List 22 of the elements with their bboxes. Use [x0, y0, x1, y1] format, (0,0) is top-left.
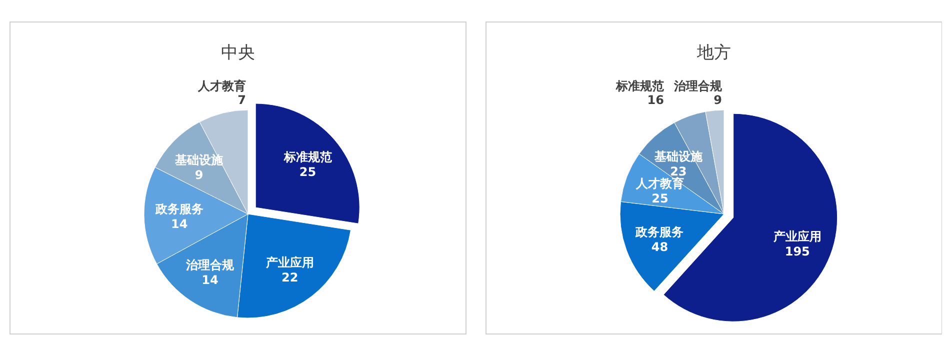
slice-label: 政务服务 — [634, 225, 684, 240]
data-label: 9 — [714, 93, 722, 107]
slice-label: 产业应用 — [772, 229, 822, 244]
slice-label: 治理合规 — [673, 79, 723, 93]
data-label: 9 — [194, 168, 204, 182]
data-label: 195 — [784, 244, 810, 258]
slice-label: 产业应用 — [264, 255, 314, 270]
data-label: 25 — [299, 164, 316, 179]
data-label: 14 — [202, 273, 218, 288]
data-label: 14 — [171, 217, 188, 232]
slice-label: 人才教育 — [197, 79, 246, 93]
data-label: 7 — [238, 93, 246, 107]
chart-title: 地方 — [696, 43, 731, 63]
slice-label: 政务服务 — [154, 202, 204, 216]
chart-title: 中央 — [221, 43, 255, 63]
slice-label: 治理合规 — [184, 258, 235, 272]
data-label: 48 — [651, 240, 668, 254]
data-label: 25 — [652, 191, 668, 206]
slice-label: 标准规范 — [282, 150, 333, 164]
data-label: 16 — [647, 93, 664, 107]
data-label: 22 — [282, 270, 298, 284]
slice-label: 标准规范 — [615, 79, 665, 93]
